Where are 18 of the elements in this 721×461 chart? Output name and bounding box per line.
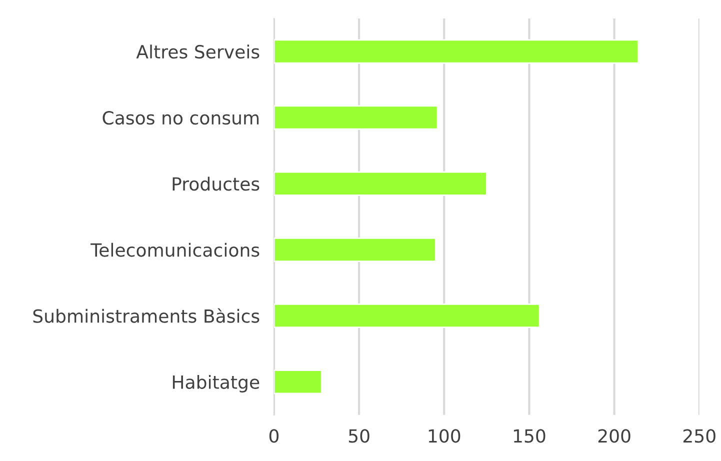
y-tick-label: Productes bbox=[172, 176, 260, 191]
x-tick-label: 100 bbox=[428, 429, 460, 443]
x-tick-label: 50 bbox=[348, 429, 370, 443]
y-tick-label: Altres Serveis bbox=[136, 44, 260, 59]
y-tick-label: Casos no consum bbox=[102, 111, 259, 125]
x-tick-label: 150 bbox=[514, 429, 546, 443]
y-tick-label: Habitatge bbox=[172, 375, 260, 392]
x-tick-label: 0 bbox=[269, 429, 279, 443]
bar bbox=[274, 370, 322, 394]
bar bbox=[274, 171, 488, 196]
x-tick-label: 250 bbox=[683, 429, 716, 443]
y-tick-label: Telecomunicacions bbox=[90, 242, 260, 257]
y-tick-label: Subministraments Bàsics bbox=[33, 308, 260, 323]
bar bbox=[274, 304, 540, 328]
x-tick-label: 200 bbox=[598, 429, 630, 443]
bar bbox=[274, 39, 639, 64]
bar bbox=[274, 105, 438, 130]
bar bbox=[274, 237, 436, 262]
